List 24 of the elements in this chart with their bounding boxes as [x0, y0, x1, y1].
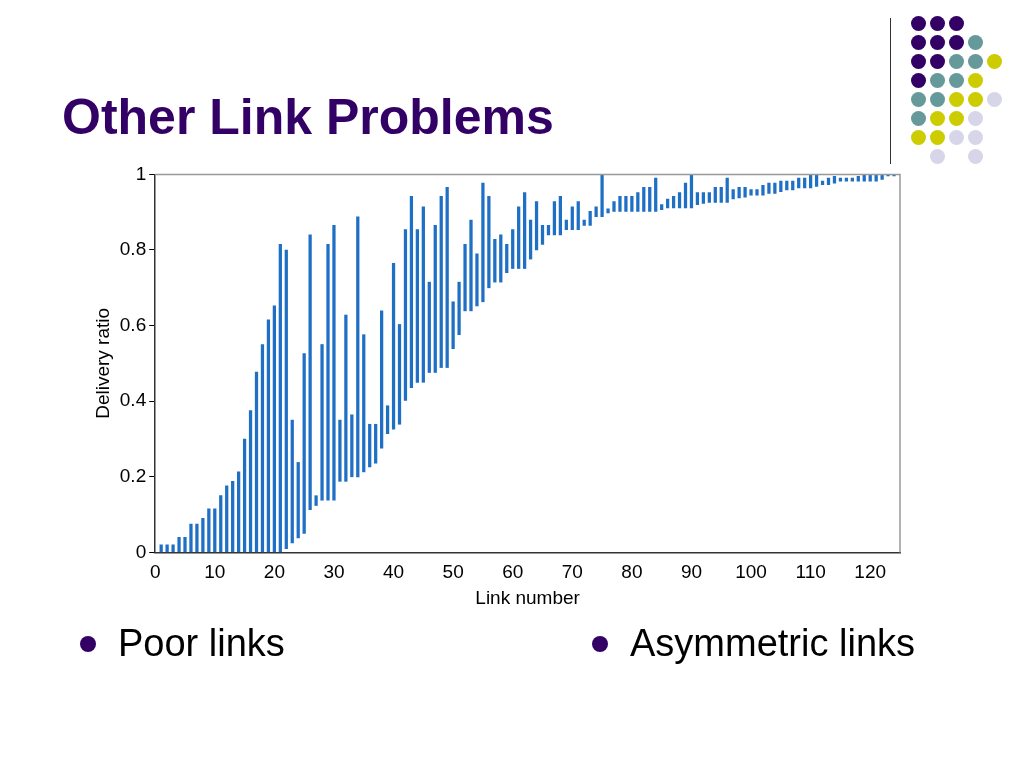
x-tick-label: 40: [382, 561, 405, 583]
x-tick-label: 110: [795, 561, 826, 583]
x-tick-label: 0: [149, 561, 161, 583]
x-tick-label: 50: [442, 561, 464, 583]
text: Poor links: [118, 622, 285, 665]
text: Asymmetric links: [630, 622, 916, 665]
x-tick-label: 100: [735, 561, 767, 583]
y-tick-label: 0: [135, 540, 147, 562]
y-tick-label: 0.2: [119, 465, 147, 487]
x-tick-label: 90: [680, 561, 703, 583]
y-tick-label: 0.8: [119, 238, 147, 260]
y-axis-title: Delivery ratio: [91, 307, 113, 419]
y-tick-label: 1: [135, 162, 147, 184]
x-axis-title: Link number: [475, 586, 581, 608]
x-tick-label: 60: [502, 561, 524, 583]
x-tick-label: 70: [561, 561, 583, 583]
y-tick-label: 0.4: [119, 389, 147, 411]
x-tick-label: 30: [323, 561, 345, 583]
chart-title: Other Link Problems: [62, 88, 554, 146]
y-tick-label: 0.6: [119, 313, 147, 335]
x-tick-label: 20: [263, 561, 285, 583]
x-tick-label: 80: [621, 561, 643, 583]
x-tick-label: 120: [854, 561, 887, 583]
x-tick-label: 10: [204, 561, 226, 583]
